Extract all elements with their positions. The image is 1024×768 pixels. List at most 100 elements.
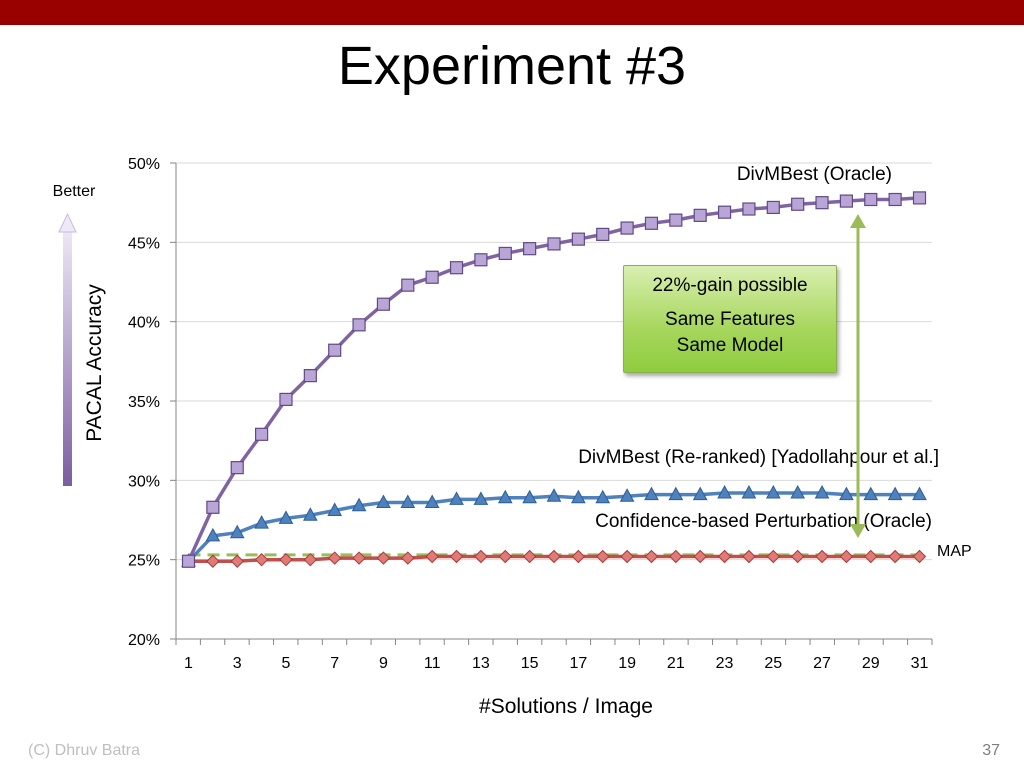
y-tick-label: 50%: [128, 156, 160, 173]
x-tick-label: 15: [521, 655, 539, 672]
data-point: [669, 213, 683, 227]
data-point: [888, 549, 902, 564]
data-point: [351, 497, 367, 512]
gain-callout-line1: 22%-gain possible: [652, 275, 808, 296]
data-point: [302, 507, 318, 521]
data-point: [596, 549, 610, 564]
data-point: [424, 494, 440, 509]
data-point: [693, 549, 707, 564]
data-point: [352, 551, 366, 565]
series: [181, 191, 927, 568]
data-point: [303, 552, 318, 567]
data-point: [766, 200, 780, 215]
x-tick-label: 5: [282, 655, 291, 672]
x-tick-label: 17: [569, 655, 587, 672]
gain-callout-box: 22%-gain possible Same Features Same Mod…: [623, 265, 837, 373]
data-point: [596, 227, 610, 241]
gain-arrow: [850, 214, 866, 538]
y-tick-label: 35%: [128, 394, 160, 411]
data-point: [912, 486, 927, 501]
data-point: [254, 552, 269, 567]
data-point: [206, 554, 220, 568]
data-point: [717, 549, 732, 564]
data-point: [230, 554, 244, 568]
series-label-divmbest-oracle: DivMBest (Oracle): [737, 164, 892, 185]
data-point: [400, 494, 416, 509]
slide-title: Experiment #3: [337, 36, 687, 96]
data-point: [814, 484, 830, 499]
series-0: [181, 191, 927, 568]
x-tick-label: 23: [716, 655, 734, 672]
data-point: [741, 484, 757, 499]
data-point: [547, 549, 561, 564]
data-point: [863, 486, 879, 501]
data-point: [864, 192, 878, 207]
x-tick-label: 21: [667, 655, 685, 672]
data-point: [717, 484, 732, 499]
data-point: [473, 491, 489, 505]
data-point: [205, 527, 221, 542]
gain-callout-line2: Same Features: [665, 309, 795, 330]
data-point: [619, 488, 635, 502]
data-point: [668, 486, 684, 501]
data-point: [742, 202, 756, 216]
series-label-divmbest-reranked: DivMBest (Re-ranked) [Yadollahpour et al…: [578, 447, 939, 468]
y-axis-label: PACAL Accuracy: [83, 284, 106, 442]
data-point: [547, 237, 561, 251]
data-point: [376, 551, 391, 565]
data-point: [815, 196, 829, 210]
data-point: [571, 549, 586, 564]
data-point: [692, 486, 708, 501]
data-point: [644, 216, 659, 230]
data-point: [620, 221, 634, 235]
data-point: [620, 549, 634, 564]
data-point: [498, 246, 512, 261]
x-tick-label: 25: [764, 655, 782, 672]
data-point: [279, 552, 293, 567]
data-point: [839, 549, 854, 564]
series-3: [181, 549, 927, 568]
data-point: [327, 551, 342, 565]
data-point: [839, 194, 854, 208]
data-point: [912, 549, 927, 564]
data-point: [498, 549, 512, 564]
data-point: [279, 392, 293, 407]
x-tick-label: 7: [330, 655, 339, 672]
data-point: [449, 491, 464, 505]
data-point: [303, 369, 317, 383]
y-tick-label: 25%: [128, 553, 160, 570]
tick-labels: 20%25%30%35%40%45%50%1 3 5 7 9 11 13 15 17 19 21 23…: [128, 156, 929, 672]
x-tick-label: 13: [472, 655, 490, 672]
data-point: [717, 205, 732, 219]
series-1: [181, 484, 927, 567]
data-point: [352, 318, 366, 332]
data-point: [474, 253, 488, 267]
data-point: [742, 549, 756, 564]
data-point: [887, 486, 903, 501]
data-point: [912, 191, 927, 205]
x-tick-label: 1: [184, 655, 193, 672]
footer-credit: (C) Dhruv Batra: [28, 742, 141, 759]
data-point: [644, 549, 659, 564]
x-tick-label: 3: [233, 655, 242, 672]
data-point: [839, 486, 854, 501]
data-point: [644, 486, 659, 501]
data-point: [278, 510, 294, 524]
axes: [170, 162, 933, 645]
data-point: [790, 484, 806, 499]
x-tick-label: 11: [424, 655, 441, 672]
series-line: [186, 196, 920, 563]
better-label: Better: [53, 183, 96, 200]
data-point: [425, 270, 439, 284]
data-point: [327, 502, 343, 516]
data-point: [522, 489, 537, 504]
data-point: [571, 489, 586, 504]
x-axis-label: #Solutions / Image: [479, 695, 653, 718]
series-label-confidence-perturbation: Confidence-based Perturbation (Oracle): [595, 511, 932, 532]
data-point: [595, 489, 611, 504]
x-tick-label: 29: [862, 655, 880, 672]
data-point: [669, 549, 683, 564]
top-bar: [0, 0, 1024, 25]
x-tick-label: 31: [911, 655, 929, 672]
